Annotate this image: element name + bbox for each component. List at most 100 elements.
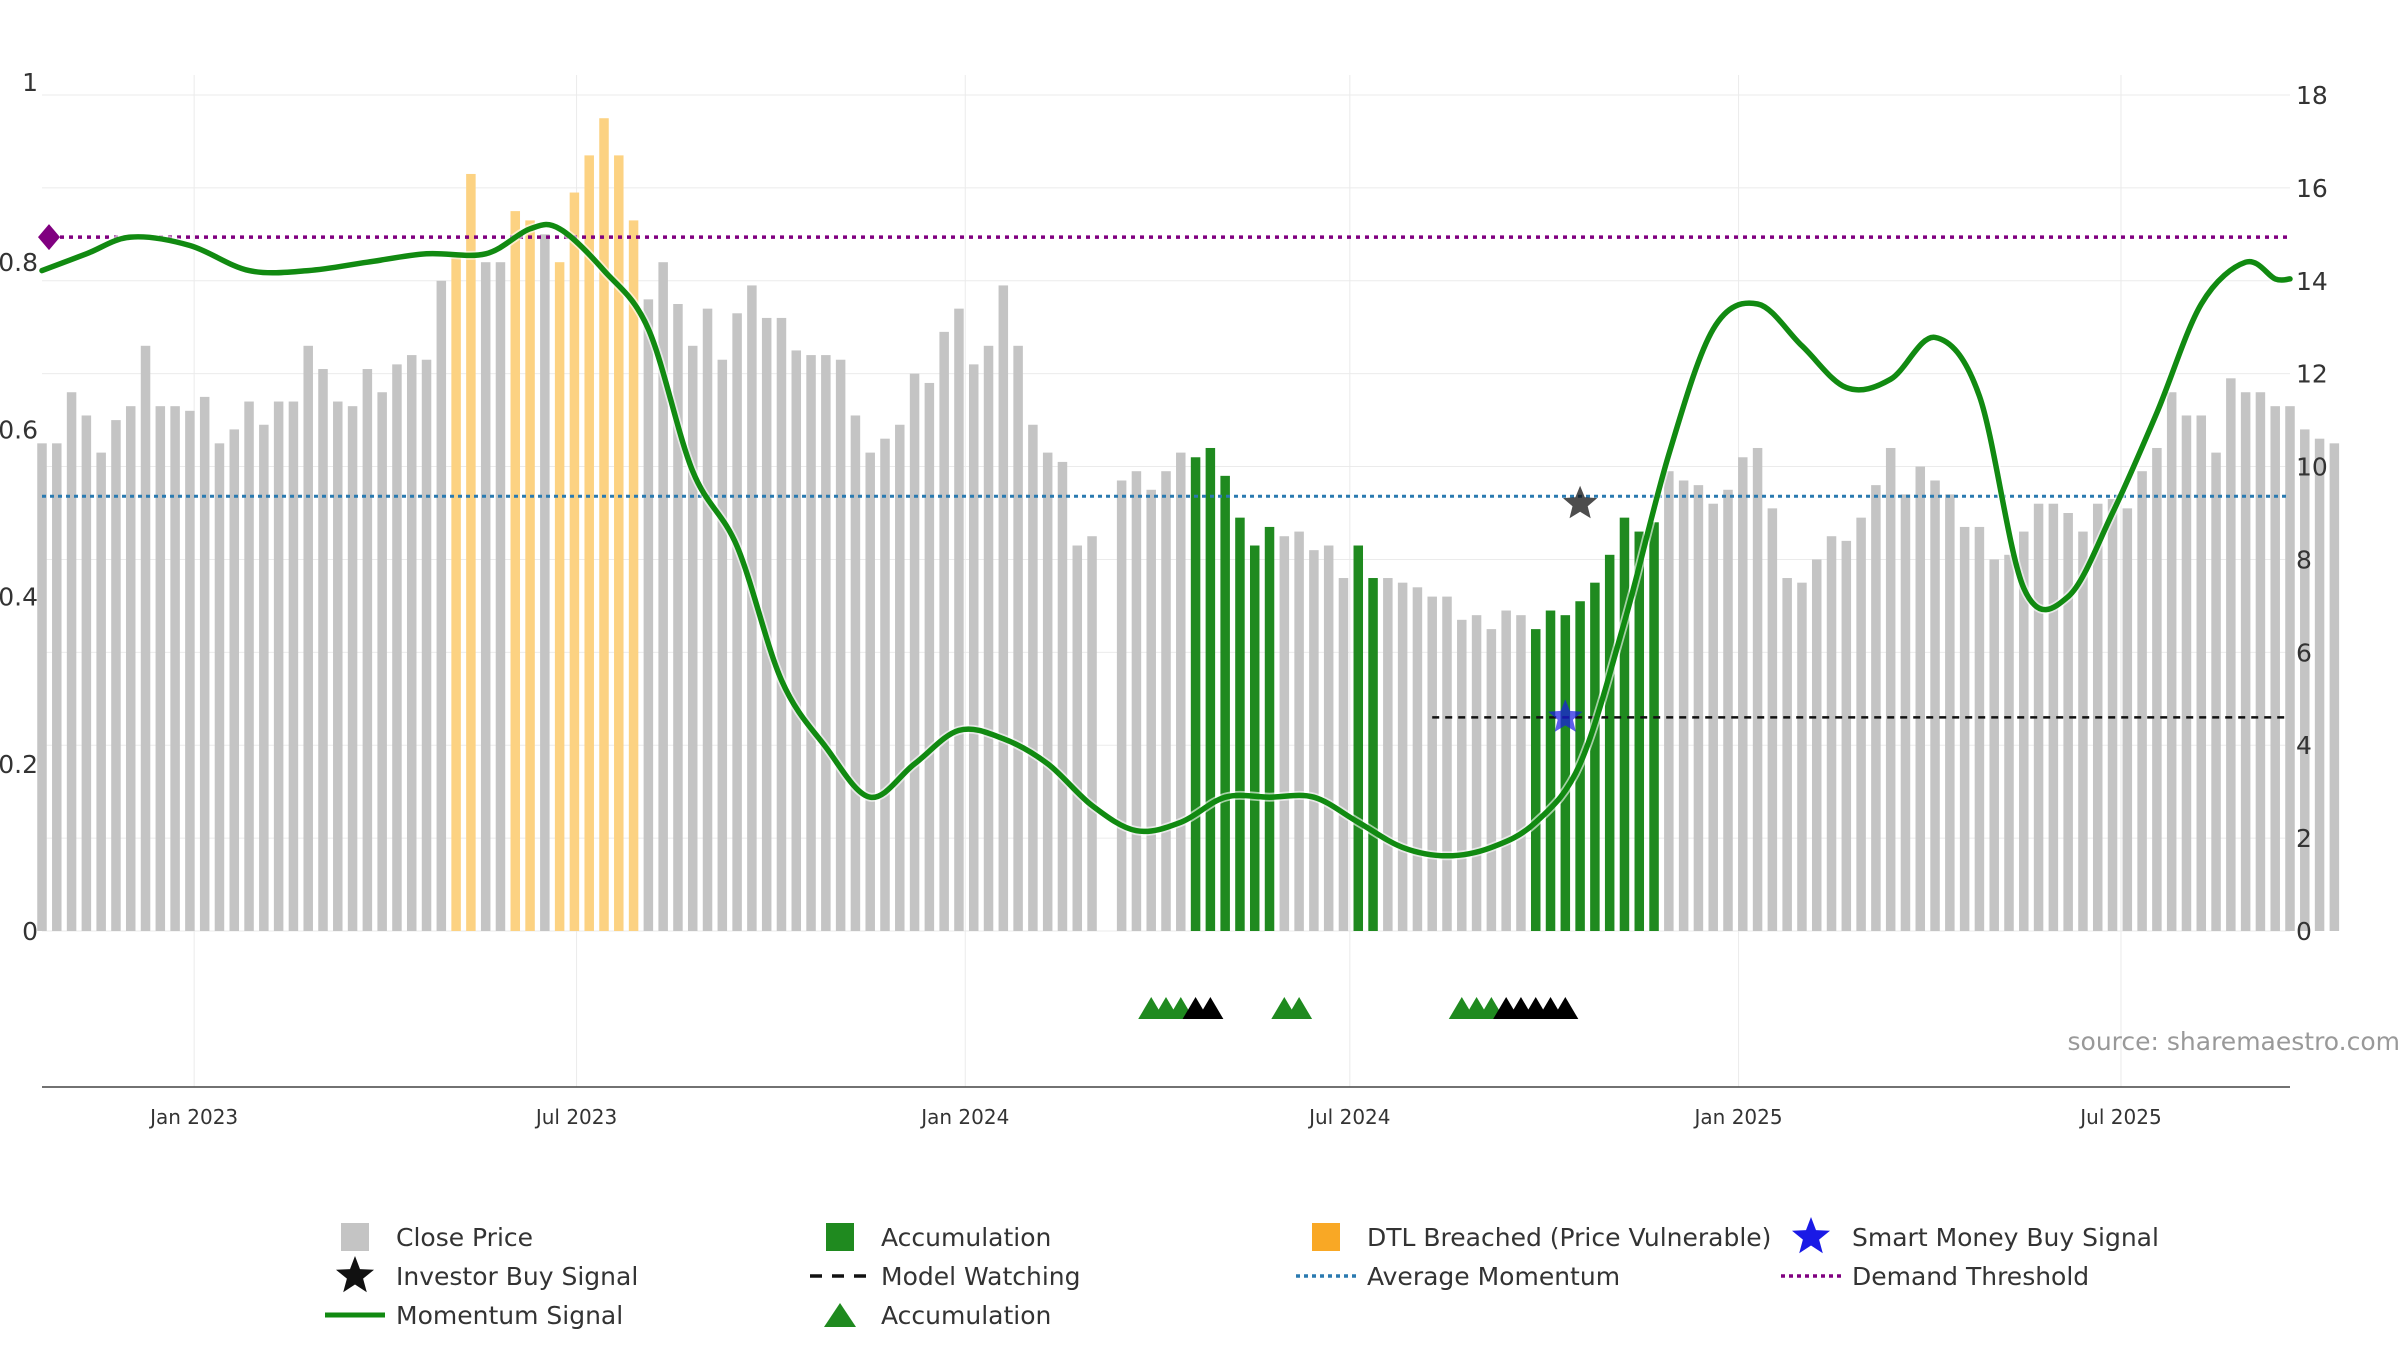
accumulation-bar <box>1235 518 1245 931</box>
close-price-bar <box>1989 559 1999 931</box>
close-price-bar <box>2123 508 2133 931</box>
close-price-bar <box>185 411 195 931</box>
close-price-bar <box>1842 541 1852 931</box>
close-price-bar <box>792 350 802 931</box>
dtl-breached-bar <box>584 155 594 931</box>
close-price-bar <box>1501 611 1511 931</box>
close-price-bar <box>806 355 816 931</box>
close-price-bar <box>215 443 225 931</box>
close-price-bar <box>82 415 92 931</box>
right-tick-label: 10 <box>2296 453 2328 482</box>
close-price-bar <box>1768 508 1778 931</box>
close-price-bar <box>969 364 979 931</box>
legend-label: DTL Breached (Price Vulnerable) <box>1367 1223 1771 1252</box>
close-price-bar <box>1058 462 1068 931</box>
right-tick-label: 14 <box>2296 267 2328 296</box>
left-tick-label: 0.6 <box>0 415 38 444</box>
close-price-bar <box>2241 392 2251 931</box>
close-price-bar <box>496 262 506 931</box>
left-tick-label: 0 <box>22 917 38 946</box>
close-price-bar <box>407 355 417 931</box>
accumulation-bar <box>1590 583 1600 931</box>
close-price-bar <box>377 392 387 931</box>
dtl-breached-bar <box>614 155 624 931</box>
close-price-bar <box>2270 406 2280 931</box>
close-price-bar <box>880 439 890 931</box>
close-price-bar <box>2226 378 2236 931</box>
close-price-bar <box>1472 615 1482 931</box>
close-price-bar <box>2330 443 2340 931</box>
close-price-bar <box>821 355 831 931</box>
close-price-bar <box>333 402 343 931</box>
bars <box>37 118 2339 931</box>
close-price-bar <box>954 309 964 931</box>
close-price-bar <box>303 346 313 931</box>
x-tick-label: Jul 2025 <box>2078 1105 2161 1129</box>
close-price-bar <box>1117 480 1127 931</box>
legend-swatch-star <box>336 1256 374 1292</box>
accumulation-bar <box>1546 611 1556 931</box>
close-price-bar <box>2315 439 2325 931</box>
right-tick-label: 18 <box>2296 81 2328 110</box>
close-price-bar <box>437 281 447 931</box>
accumulation-bar <box>1649 522 1659 931</box>
close-price-bar <box>703 309 713 931</box>
right-tick-label: 4 <box>2296 731 2312 760</box>
close-price-bar <box>718 360 728 931</box>
legend-swatch-square <box>1312 1223 1340 1251</box>
close-price-bar <box>1294 532 1304 931</box>
close-price-bar <box>2256 392 2266 931</box>
close-price-bar <box>1457 620 1467 931</box>
accumulation-bar <box>1354 546 1364 931</box>
right-tick-label: 12 <box>2296 360 2328 389</box>
dtl-breached-bar <box>555 262 565 931</box>
legend-label: Average Momentum <box>1367 1262 1620 1291</box>
close-price-bar <box>1975 527 1985 931</box>
left-tick-label: 0.8 <box>0 248 38 277</box>
dtl-breached-bar <box>466 174 476 931</box>
close-price-bar <box>1132 471 1142 931</box>
close-price-bar <box>895 425 905 931</box>
right-tick-label: 0 <box>2296 917 2312 946</box>
close-price-bar <box>2182 415 2192 931</box>
close-price-bar <box>644 299 654 931</box>
close-price-bar <box>2004 555 2014 931</box>
close-price-bar <box>777 318 787 931</box>
close-price-bar <box>200 397 210 931</box>
close-price-bar <box>1087 536 1097 931</box>
legend-label: Close Price <box>396 1223 533 1252</box>
x-tick-label: Jan 2024 <box>919 1105 1009 1129</box>
close-price-bar <box>1886 448 1896 931</box>
legend-label: Demand Threshold <box>1852 1262 2089 1291</box>
accumulation-bar <box>1605 555 1615 931</box>
right-tick-label: 6 <box>2296 638 2312 667</box>
accumulation-bar <box>1265 527 1275 931</box>
close-price-bar <box>259 425 269 931</box>
close-price-bar <box>1856 518 1866 931</box>
close-price-bar <box>1442 597 1452 931</box>
close-price-bar <box>1916 467 1926 931</box>
close-price-bar <box>999 285 1009 931</box>
close-price-bar <box>2167 392 2177 931</box>
close-price-bar <box>141 346 151 931</box>
dtl-breached-bar <box>570 193 580 931</box>
accumulation-bar <box>1220 476 1230 931</box>
demand-threshold-marker <box>38 224 60 250</box>
close-price-bar <box>52 443 62 931</box>
investor-buy-signal-star <box>1563 486 1597 519</box>
close-price-bar <box>984 346 994 931</box>
close-price-bar <box>1146 490 1156 931</box>
close-price-bar <box>363 369 373 931</box>
close-price-bar <box>318 369 328 931</box>
close-price-bar <box>1694 485 1704 931</box>
close-price-bar <box>836 360 846 931</box>
close-price-bar <box>1516 615 1526 931</box>
close-price-bar <box>96 453 106 931</box>
close-price-bar <box>910 374 920 931</box>
legend-label: Accumulation <box>881 1223 1051 1252</box>
close-price-bar <box>1487 629 1497 931</box>
close-price-bar <box>1945 494 1955 931</box>
dtl-breached-bar <box>629 220 639 931</box>
